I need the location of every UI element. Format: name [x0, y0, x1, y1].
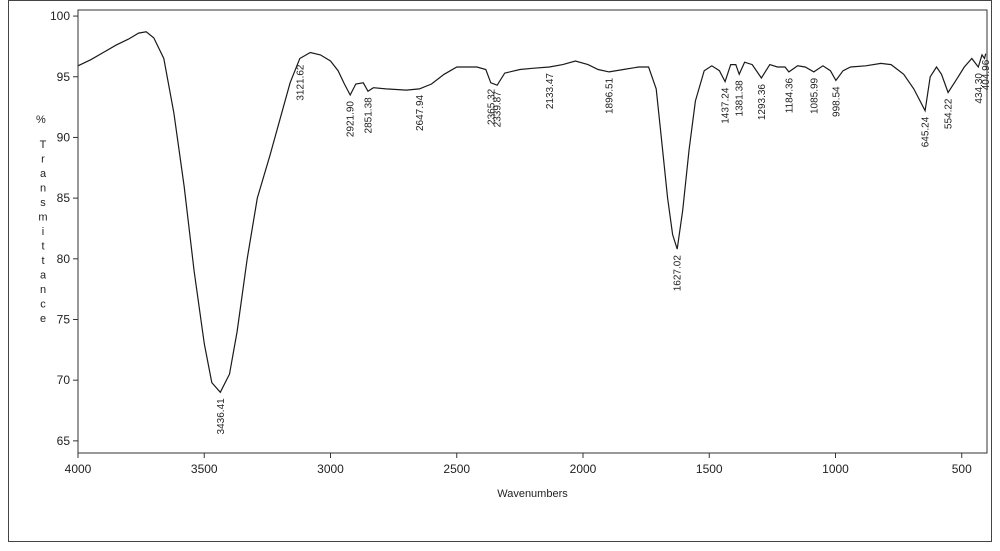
peak-label: 2851.38 [364, 97, 375, 134]
y-axis-title-letter: m [38, 212, 47, 224]
peak-label: 1437.24 [721, 87, 732, 124]
y-tick-label: 80 [57, 252, 71, 266]
peak-label: 1184.36 [784, 77, 795, 113]
x-tick-label: 3000 [317, 462, 344, 476]
y-axis-title-letter: a [40, 168, 47, 180]
spectrum-line [77, 31, 987, 394]
y-axis-title-letter: s [40, 197, 46, 209]
peak-labels: 3436.41 3121.62 2921.90 2851.38 2647.94 2365.… [216, 59, 992, 434]
peak-label: 1627.02 [673, 255, 684, 292]
peak-label: 2647.94 [415, 94, 426, 131]
y-axis-title-letter: e [40, 313, 46, 325]
y-axis: 65 70 75 80 85 90 95 100 [50, 9, 78, 448]
peak-label: 434.30 [974, 73, 985, 104]
y-axis-title-letter: n [40, 284, 46, 296]
y-axis-title-letter: T [40, 139, 47, 151]
y-axis-title-letter: c [40, 299, 46, 311]
y-axis-title-letter: a [40, 270, 47, 282]
y-tick-label: 100 [50, 9, 70, 23]
x-tick-label: 1500 [696, 462, 723, 476]
chart-frame [8, 0, 992, 542]
y-tick-label: 75 [57, 312, 71, 326]
peak-label: 1293.36 [757, 84, 768, 121]
y-tick-label: 70 [57, 373, 71, 387]
x-axis: 4000 3500 3000 2500 2000 1500 1000 500 [65, 453, 972, 476]
peak-label: 404.96 [981, 59, 992, 90]
x-tick-label: 3500 [191, 462, 218, 476]
peak-label: 3121.62 [295, 64, 306, 101]
y-axis-title-letter: i [42, 226, 44, 238]
peak-label: 2921.90 [346, 101, 357, 138]
y-axis-title-letter: t [41, 255, 44, 267]
x-tick-label: 2000 [570, 462, 597, 476]
peak-label: 2339.87 [493, 91, 504, 128]
y-tick-label: 95 [57, 70, 71, 84]
peak-label: 1381.38 [735, 80, 746, 117]
peak-label: 3436.41 [216, 398, 227, 435]
y-axis-title-letter: r [41, 154, 45, 166]
x-tick-label: 500 [952, 462, 972, 476]
y-tick-label: 65 [57, 434, 71, 448]
peak-label: 1896.51 [605, 77, 616, 114]
peak-label: 2365.32 [486, 88, 497, 125]
y-axis-percent-label: % [36, 114, 46, 126]
peak-label: 554.22 [944, 98, 955, 129]
y-axis-title-letter: t [41, 241, 44, 253]
y-axis-title-letter: n [40, 183, 46, 195]
peak-label: 2133.47 [545, 73, 556, 110]
y-tick-label: 90 [57, 130, 71, 144]
x-tick-label: 2500 [443, 462, 470, 476]
peak-label: 645.24 [921, 116, 932, 147]
peak-label: 998.54 [831, 86, 842, 117]
y-tick-label: 85 [57, 191, 71, 205]
peak-label: 1085.99 [809, 77, 820, 114]
plot-area [77, 9, 988, 454]
x-tick-label: 1000 [822, 462, 849, 476]
x-axis-title: Wavenumbers [497, 488, 568, 500]
x-tick-label: 4000 [65, 462, 92, 476]
